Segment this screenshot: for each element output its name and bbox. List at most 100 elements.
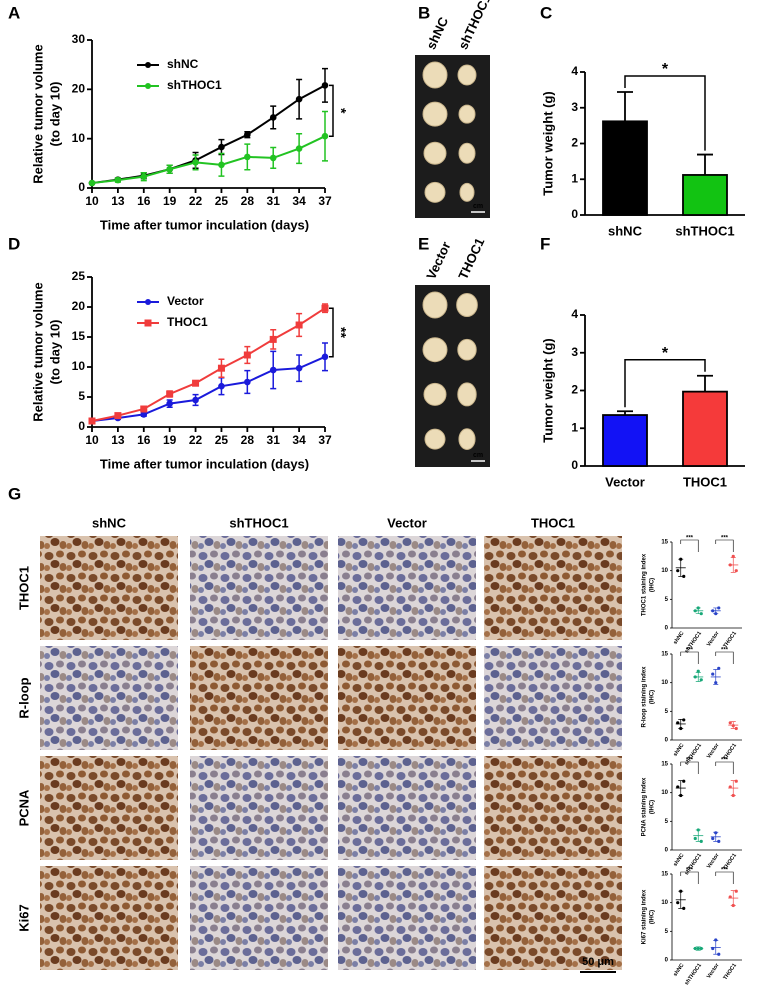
x-tick-label: 31 [267,433,281,447]
marker [295,145,303,152]
x-tick-label: shTHOC1 [675,223,734,238]
marker [295,364,303,372]
marker [218,382,225,390]
x-tick-label: 25 [215,194,229,208]
y-tick-label: 2 [571,136,578,150]
x-tick-label: 22 [189,433,203,447]
significance-bracket [329,84,334,137]
y-tick-label: 0 [571,458,578,472]
y-axis-label: Relative tumor volume [30,282,45,421]
significance-bracket [715,651,734,664]
y-tick-label: 5 [665,709,669,715]
scale-label: cm [473,452,483,459]
significance-bracket [715,539,734,552]
error-bar [713,669,719,685]
legend-label: shTHOC1 [167,78,222,92]
significance-bracket [680,539,699,552]
y-tick-label: 3 [571,100,578,114]
y-tick-label: 5 [665,929,669,935]
y-tick-label: 15 [661,540,668,546]
ihc-image [338,646,476,750]
x-tick-label: THOC1 [722,631,738,650]
x-tick-label: THOC1 [683,474,727,489]
marker [269,366,277,374]
series-line [91,135,326,185]
ihc-image [190,646,328,750]
ihc-image [190,756,328,860]
x-tick-label: shNC [672,963,685,978]
tumor [423,141,447,165]
data-point [734,779,738,783]
series-line [91,84,326,185]
error-bar [695,829,701,842]
marker [114,412,122,420]
x-tick-label: Vector [605,474,645,489]
x-tick-label: Vector [706,742,721,760]
marker [269,335,277,343]
y-tick-label: 15 [72,329,86,343]
x-tick-label: 10 [85,433,99,447]
x-tick-label: 19 [163,433,177,447]
tumor [457,382,477,407]
marker [244,153,251,161]
marker [218,143,225,151]
y-axis-label: PCNA staining index [642,777,648,836]
tumor [457,338,477,361]
x-tick-label: 31 [267,194,281,208]
data-point [676,569,680,573]
y-tick-label: 25 [72,269,86,283]
ihc-image [484,756,622,860]
row-label: Ki67 [16,904,31,931]
photo-label: THOC1 [455,235,487,281]
significance: *** [686,648,694,654]
series-line [91,355,326,422]
y-axis-label: (to day 10) [47,319,62,384]
data-point [699,678,703,682]
scale-label: 50 μm [582,956,614,968]
error-bar [730,721,736,729]
marker [295,321,303,329]
y-axis-label: Ki67 staining index [642,889,648,944]
y-tick-label: 0 [78,419,85,433]
marker [140,173,148,180]
data-point [699,839,703,844]
significance: *** [721,868,729,874]
panel-letter: B [418,3,430,22]
tumor [458,142,476,164]
error-bar [678,719,684,729]
panel-letter: A [8,3,20,22]
y-tick-label: 0 [665,626,669,632]
data-point [734,889,738,893]
series-line [91,307,326,422]
y-tick-label: 1 [571,420,578,434]
legend-label: Vector [167,294,204,308]
x-tick-label: 28 [241,433,255,447]
data-point [682,574,686,579]
tumor [457,64,477,86]
y-tick-label: 20 [72,299,86,313]
significance-bracket [715,761,734,774]
y-tick-label: 15 [661,762,668,768]
data-point [734,569,738,573]
marker [192,396,199,404]
data-point [682,718,686,722]
y-axis-label: (IHC) [650,578,656,592]
data-point [734,726,738,731]
tumor [458,104,476,124]
significance-bracket [329,307,334,358]
marker [114,176,122,184]
y-tick-label: 10 [661,568,668,574]
x-tick-label: 13 [111,433,125,447]
significance: * [333,108,349,114]
marker [88,179,96,187]
data-point [717,952,721,956]
significance: *** [721,536,729,542]
x-tick-label: 34 [292,194,306,208]
significance-bracket [680,871,699,884]
significance: *** [686,536,694,542]
marker [166,400,173,407]
tumor [422,337,448,363]
ihc-image [338,866,476,970]
y-tick-label: 10 [661,900,668,906]
ihc-image [40,756,178,860]
